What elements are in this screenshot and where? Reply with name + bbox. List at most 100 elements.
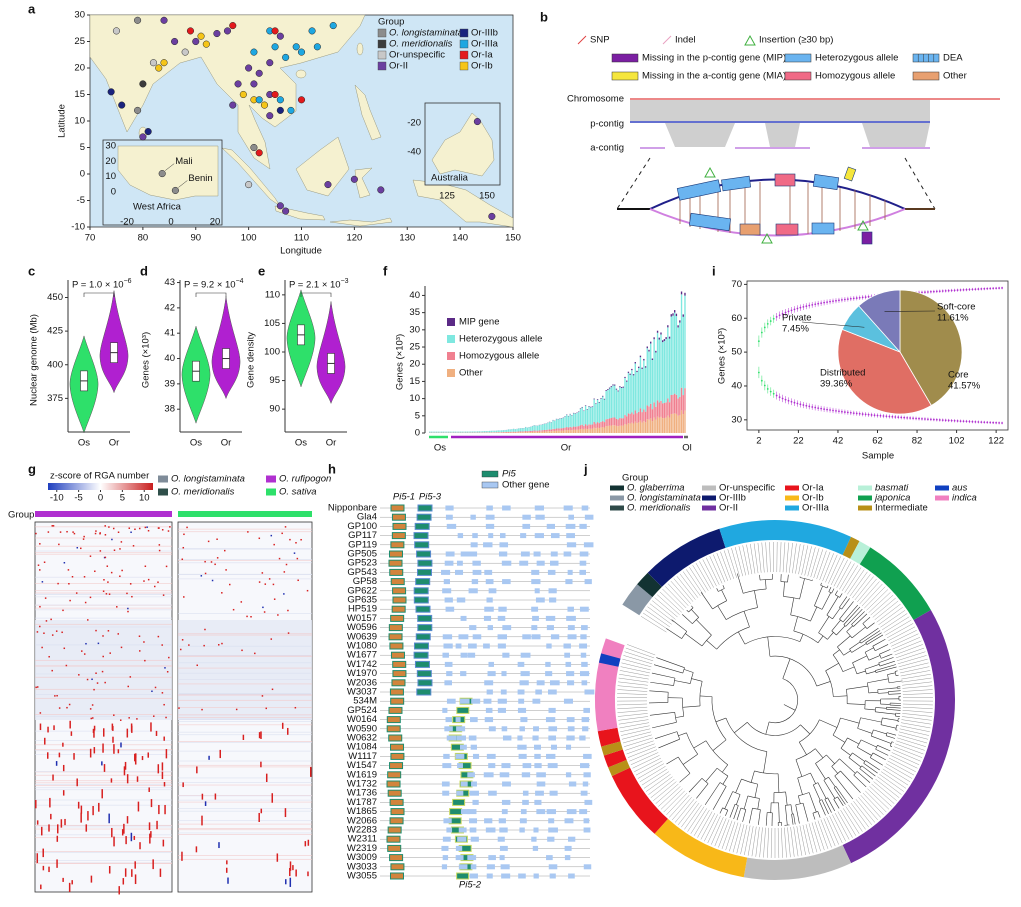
other-gene	[460, 652, 468, 658]
curve-point	[817, 407, 820, 410]
curve-point	[870, 414, 873, 416]
other-gene	[550, 744, 557, 750]
leaf-label-stub	[799, 825, 806, 856]
curve-point	[873, 414, 876, 417]
gene-box	[415, 633, 431, 641]
leaf-label-stub	[843, 808, 860, 834]
curve-point	[811, 303, 814, 306]
heatmap-cell	[139, 842, 141, 850]
other-gene	[583, 707, 590, 713]
leaf-label-stub	[900, 725, 930, 732]
curve-point	[891, 415, 894, 418]
tree-branch	[833, 695, 848, 697]
gene-box	[416, 688, 432, 696]
tree-branch	[699, 695, 713, 697]
leaf-label-stub	[624, 651, 654, 662]
other-gene	[566, 615, 576, 621]
leaf-label-stub	[902, 706, 933, 709]
heatmap-row	[178, 742, 312, 743]
tree-branch	[783, 704, 796, 711]
bar-segment	[646, 348, 648, 406]
inset-x-tick-label: -20	[120, 217, 134, 228]
lesser-islands	[329, 217, 393, 227]
heatmap-row	[35, 596, 172, 598]
heatmap-cell	[287, 632, 290, 634]
bar-segment	[475, 431, 477, 433]
leaf-label-stub	[659, 591, 682, 613]
map-point	[250, 80, 258, 88]
leaf-label-stub	[902, 710, 933, 713]
tree-branch	[712, 786, 727, 810]
y-tick-label: 375	[47, 393, 63, 404]
curve-point	[775, 394, 778, 397]
bar-segment	[516, 431, 518, 433]
heatmap-cell	[62, 742, 64, 747]
heatmap-cell	[152, 859, 154, 870]
heatmap-cell	[65, 664, 68, 667]
p-exponent: −6	[124, 278, 132, 285]
bar-segment	[629, 373, 631, 375]
heatmap-cell	[221, 592, 223, 594]
y-tick-label: 100	[264, 347, 280, 358]
leaf-label-stub	[618, 719, 649, 725]
sample-label: W1787	[347, 797, 377, 808]
gene-box	[414, 541, 430, 549]
heatmap-cell	[204, 801, 207, 806]
bar-segment	[576, 412, 578, 427]
leaf-label-stub	[621, 728, 651, 736]
map-point	[313, 43, 321, 51]
tree-arc	[869, 752, 874, 758]
leaf-label-stub	[894, 644, 923, 656]
bar-segment	[547, 429, 549, 432]
sample-label: W1742	[347, 659, 377, 670]
inset-point-label: Benin	[188, 173, 212, 184]
other-gene	[444, 726, 453, 732]
heatmap-cell	[101, 670, 104, 673]
tree-branch	[877, 745, 891, 752]
heatmap-cell	[261, 572, 264, 574]
panel-letter: c	[28, 263, 35, 278]
legend-swatch	[702, 485, 716, 491]
bar-segment	[562, 417, 565, 429]
x-tick-label: 140	[452, 233, 468, 244]
curve-point	[962, 288, 965, 291]
bar-segment	[559, 418, 561, 429]
x-tick-label: 62	[872, 436, 883, 447]
x-tick-label: 80	[138, 233, 149, 244]
other-gene	[471, 579, 479, 585]
y-axis-label: Nuclear genome (Mb)	[29, 314, 40, 406]
leaf-label-stub	[635, 760, 663, 776]
tree-branch	[810, 772, 816, 784]
other-gene	[501, 763, 511, 769]
y-tick-label: 43	[164, 277, 175, 288]
heatmap-cell	[284, 808, 287, 818]
heatmap-cell	[39, 712, 42, 714]
heatmap-cell	[162, 594, 165, 596]
other-gene	[486, 753, 496, 759]
colorbar-title: z-score of RGA number	[50, 471, 149, 482]
bar-segment	[533, 430, 535, 432]
tree-branch	[812, 784, 821, 801]
leaf-label-stub	[699, 561, 714, 588]
leaf-label-stub	[875, 779, 900, 798]
heatmap-row	[178, 655, 312, 657]
tree-arc	[852, 662, 858, 674]
leaf-label-stub	[841, 565, 858, 592]
heatmap-cell	[165, 565, 168, 568]
bar-segment	[434, 431, 436, 433]
bar-segment	[595, 403, 597, 405]
map-point	[202, 40, 210, 48]
pie-value-label: 7.45%	[782, 324, 809, 335]
bar-segment	[576, 429, 578, 433]
bar-segment	[523, 431, 525, 433]
map-point	[250, 143, 258, 152]
bar-segment	[610, 387, 612, 419]
map-point	[276, 202, 284, 210]
bar-segment	[557, 430, 559, 433]
tree-arc	[843, 624, 846, 627]
tree-branch	[704, 782, 721, 806]
bar-segment	[636, 423, 638, 433]
leaf-label-stub	[844, 567, 862, 593]
sample-label: W1677	[347, 650, 377, 661]
legend-swatch	[266, 488, 276, 496]
